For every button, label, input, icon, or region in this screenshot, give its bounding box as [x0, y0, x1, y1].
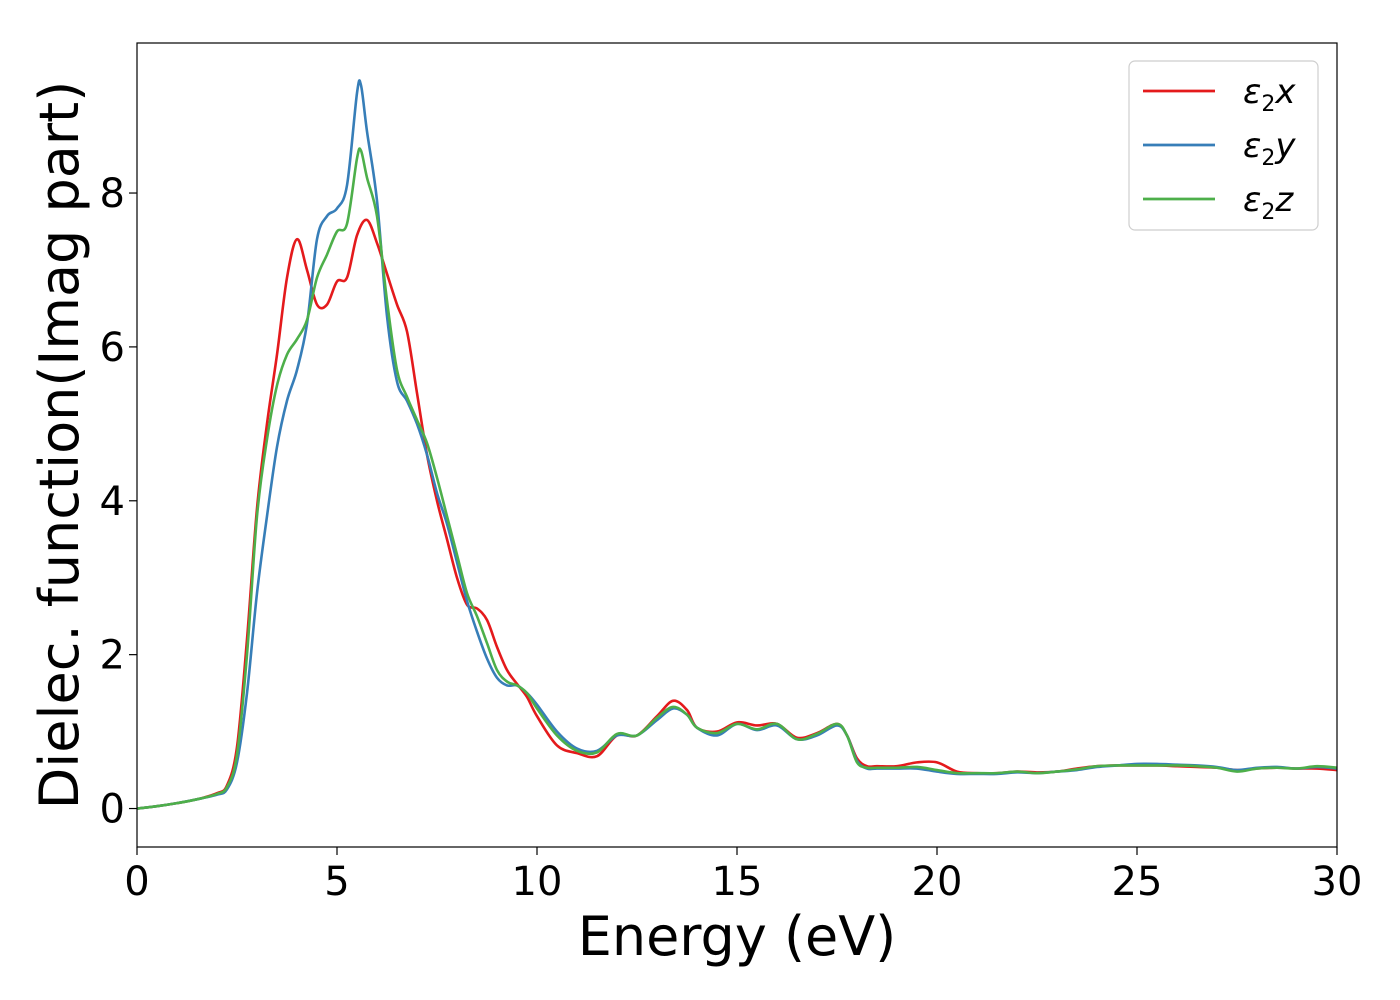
legend-entry-x: ε2x [1243, 72, 1296, 117]
y-tick-label: 6 [100, 325, 125, 371]
legend-box [1128, 60, 1319, 231]
legend: ε2x ε2y ε2z [1128, 60, 1319, 231]
x-tick-label: 20 [912, 859, 963, 905]
x-tick-label: 25 [1112, 859, 1163, 905]
series-layer [136, 79, 1338, 810]
y-axis-label: Dielec. function(Imag part) [28, 81, 91, 810]
x-tick-label: 0 [124, 859, 149, 905]
x-tick-label: 10 [512, 859, 563, 905]
x-axis-label: Energy (eV) [578, 905, 897, 968]
x-tick-label: 15 [712, 859, 763, 905]
y-tick-label: 2 [100, 633, 125, 679]
y-axis-ticks: 0 2 4 6 8 [100, 171, 137, 833]
y-tick-label: 8 [100, 171, 125, 217]
legend-entry-y: ε2y [1243, 126, 1296, 171]
series-line-z [136, 147, 1338, 810]
x-axis-ticks: 0 5 10 15 20 25 30 [124, 847, 1362, 905]
legend-entry-z: ε2z [1243, 180, 1294, 225]
x-tick-label: 30 [1312, 859, 1363, 905]
y-tick-label: 0 [100, 787, 125, 833]
y-tick-label: 4 [100, 479, 125, 525]
x-tick-label: 5 [324, 859, 349, 905]
